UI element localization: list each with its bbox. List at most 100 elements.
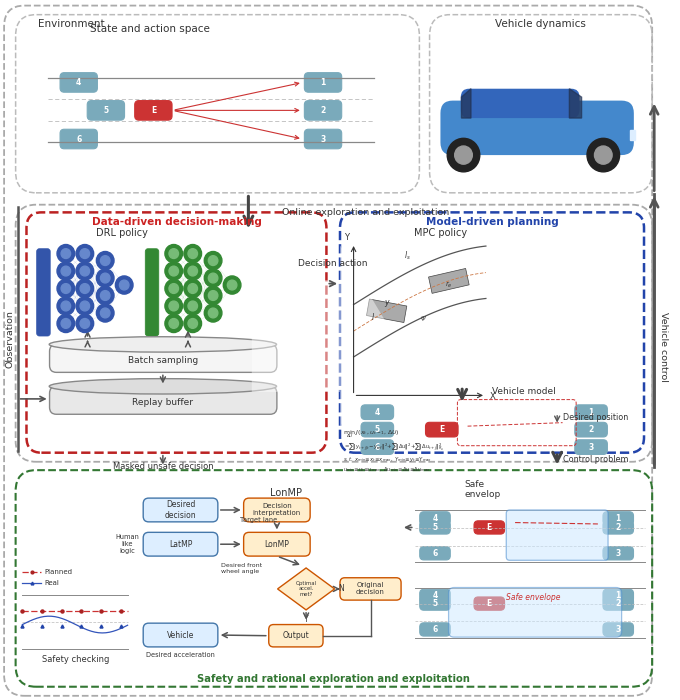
Circle shape <box>61 318 71 328</box>
FancyBboxPatch shape <box>361 405 394 419</box>
FancyBboxPatch shape <box>603 521 634 534</box>
Text: 3: 3 <box>615 625 621 634</box>
FancyBboxPatch shape <box>474 597 505 610</box>
Circle shape <box>169 266 178 276</box>
Text: State and action space: State and action space <box>90 25 210 34</box>
Text: 3: 3 <box>320 134 326 144</box>
Ellipse shape <box>49 337 277 352</box>
FancyBboxPatch shape <box>603 597 634 610</box>
Circle shape <box>184 314 201 332</box>
FancyBboxPatch shape <box>361 440 394 454</box>
Text: 1: 1 <box>588 407 594 416</box>
FancyBboxPatch shape <box>243 498 310 522</box>
Circle shape <box>188 284 197 293</box>
FancyBboxPatch shape <box>420 547 450 560</box>
Text: E: E <box>487 599 492 608</box>
Text: 1: 1 <box>615 592 621 601</box>
Circle shape <box>57 244 75 262</box>
Circle shape <box>80 301 90 311</box>
Text: N: N <box>338 584 343 594</box>
FancyBboxPatch shape <box>420 597 450 610</box>
FancyBboxPatch shape <box>603 512 634 525</box>
Text: DRL policy: DRL policy <box>96 228 148 239</box>
Text: LatMP: LatMP <box>169 540 192 549</box>
FancyBboxPatch shape <box>243 532 310 556</box>
Circle shape <box>97 286 114 304</box>
Circle shape <box>57 297 75 315</box>
Circle shape <box>80 266 90 276</box>
Circle shape <box>76 244 94 262</box>
Text: $\psi$: $\psi$ <box>420 314 427 323</box>
Text: E: E <box>439 425 445 434</box>
Text: 2: 2 <box>615 523 621 532</box>
Circle shape <box>204 286 222 304</box>
Circle shape <box>188 318 197 328</box>
Circle shape <box>165 297 182 315</box>
Text: 2: 2 <box>615 599 621 608</box>
Circle shape <box>76 297 94 315</box>
Text: Human
like
logic: Human like logic <box>116 534 139 554</box>
FancyBboxPatch shape <box>50 344 277 372</box>
Text: Vehicle dynamics: Vehicle dynamics <box>496 19 586 29</box>
Text: E: E <box>151 106 156 115</box>
Text: Control problem: Control problem <box>562 455 628 464</box>
Text: Decision action: Decision action <box>299 258 368 267</box>
Circle shape <box>188 266 197 276</box>
Text: 6: 6 <box>375 442 380 452</box>
Circle shape <box>116 276 133 294</box>
Circle shape <box>97 251 114 270</box>
Text: $y$: $y$ <box>384 298 391 309</box>
FancyBboxPatch shape <box>420 512 450 525</box>
FancyBboxPatch shape <box>37 248 50 336</box>
Text: 1: 1 <box>615 514 621 523</box>
Polygon shape <box>462 89 471 118</box>
Circle shape <box>97 269 114 287</box>
Text: Y: Y <box>304 615 309 624</box>
Text: 4: 4 <box>76 78 82 87</box>
Text: Masked unsafe decision: Masked unsafe decision <box>113 462 214 471</box>
Circle shape <box>204 304 222 322</box>
Text: Safety checking: Safety checking <box>41 654 109 664</box>
Circle shape <box>101 290 110 300</box>
Circle shape <box>57 262 75 280</box>
Text: Output: Output <box>282 631 309 640</box>
FancyBboxPatch shape <box>420 521 450 534</box>
FancyBboxPatch shape <box>575 422 607 437</box>
Text: 5: 5 <box>375 425 380 434</box>
FancyBboxPatch shape <box>340 578 401 600</box>
FancyBboxPatch shape <box>60 73 97 92</box>
FancyBboxPatch shape <box>87 101 124 120</box>
Polygon shape <box>630 130 635 141</box>
Circle shape <box>101 273 110 283</box>
FancyBboxPatch shape <box>461 89 579 118</box>
Text: 2: 2 <box>320 106 326 115</box>
FancyBboxPatch shape <box>143 532 218 556</box>
FancyBboxPatch shape <box>305 130 341 149</box>
Text: 6: 6 <box>76 134 82 144</box>
FancyBboxPatch shape <box>50 386 277 414</box>
Text: Vehicle: Vehicle <box>167 631 194 640</box>
Text: Vehicle control: Vehicle control <box>659 312 668 382</box>
Text: Online exploration and exploitation: Online exploration and exploitation <box>282 208 449 217</box>
Text: Y: Y <box>344 233 349 242</box>
FancyBboxPatch shape <box>269 624 323 647</box>
Circle shape <box>184 297 201 315</box>
Circle shape <box>61 248 71 258</box>
Circle shape <box>57 314 75 332</box>
FancyBboxPatch shape <box>60 130 97 149</box>
Text: E: E <box>487 523 492 532</box>
Circle shape <box>61 301 71 311</box>
FancyBboxPatch shape <box>305 73 341 92</box>
Text: Desired front
wheel angle: Desired front wheel angle <box>221 563 262 574</box>
Text: $r_e$: $r_e$ <box>445 280 453 290</box>
Circle shape <box>80 248 90 258</box>
Text: Original
decision: Original decision <box>356 582 385 596</box>
Circle shape <box>57 279 75 298</box>
Text: Real: Real <box>44 580 59 587</box>
Text: 6: 6 <box>432 549 438 558</box>
Circle shape <box>447 139 480 172</box>
Text: $l_s$: $l_s$ <box>405 249 411 262</box>
Text: $=\!\sum\!\|y_{t+j|t}\!-\!y_{ref}\|^2\!+\!\sum\!\|\Delta u\|^2\!+\!\sum\!\|\Delt: $=\!\sum\!\|y_{t+j|t}\!-\!y_{ref}\|^2\!+… <box>343 442 445 454</box>
Polygon shape <box>428 269 469 293</box>
FancyBboxPatch shape <box>575 440 607 454</box>
